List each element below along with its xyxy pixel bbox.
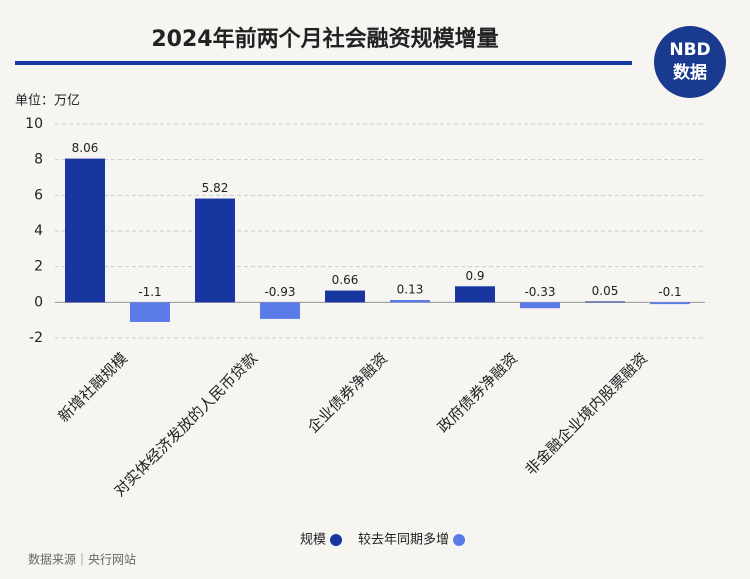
logo-top: NBD: [669, 40, 710, 60]
value-label: 0.66: [332, 273, 359, 287]
y-tick-label: 6: [34, 187, 43, 203]
legend-marker: [453, 534, 466, 546]
source: 数据来源｜央行网站: [28, 552, 136, 567]
y-tick-label: 10: [25, 116, 43, 132]
legend-label: 规模: [300, 533, 326, 548]
value-label: -0.33: [524, 285, 555, 299]
y-tick-label: -2: [29, 330, 43, 346]
y-tick-label: 8: [34, 152, 43, 168]
bar: [390, 300, 430, 303]
legend-label: 较去年同期多增: [358, 532, 449, 548]
y-tick-label: 0: [34, 294, 43, 310]
value-label: -0.93: [264, 285, 295, 299]
bar: [455, 286, 495, 303]
value-label: 0.9: [465, 269, 484, 283]
bar: [520, 302, 560, 309]
value-label: 0.05: [592, 284, 619, 298]
bar: [260, 302, 300, 319]
logo: [654, 26, 726, 98]
legend-marker: [330, 534, 343, 546]
bar: [650, 302, 690, 305]
bar: [130, 302, 170, 322]
bar: [325, 290, 365, 303]
logo-bottom: 数据: [673, 62, 707, 83]
y-tick-label: 2: [34, 259, 43, 275]
value-label: 5.82: [202, 181, 229, 195]
y-tick-label: 4: [34, 223, 43, 239]
bar: [585, 301, 625, 303]
value-label: 0.13: [397, 283, 424, 297]
value-label: -1.1: [138, 285, 161, 299]
value-label: 8.06: [72, 141, 99, 155]
title-rule: [15, 61, 632, 65]
value-label: -0.1: [658, 285, 681, 299]
bar: [65, 158, 105, 303]
bar: [195, 198, 235, 303]
chart-title: 2024年前两个月社会融资规模增量: [151, 26, 498, 52]
unit-label: 单位：万亿: [15, 94, 80, 109]
